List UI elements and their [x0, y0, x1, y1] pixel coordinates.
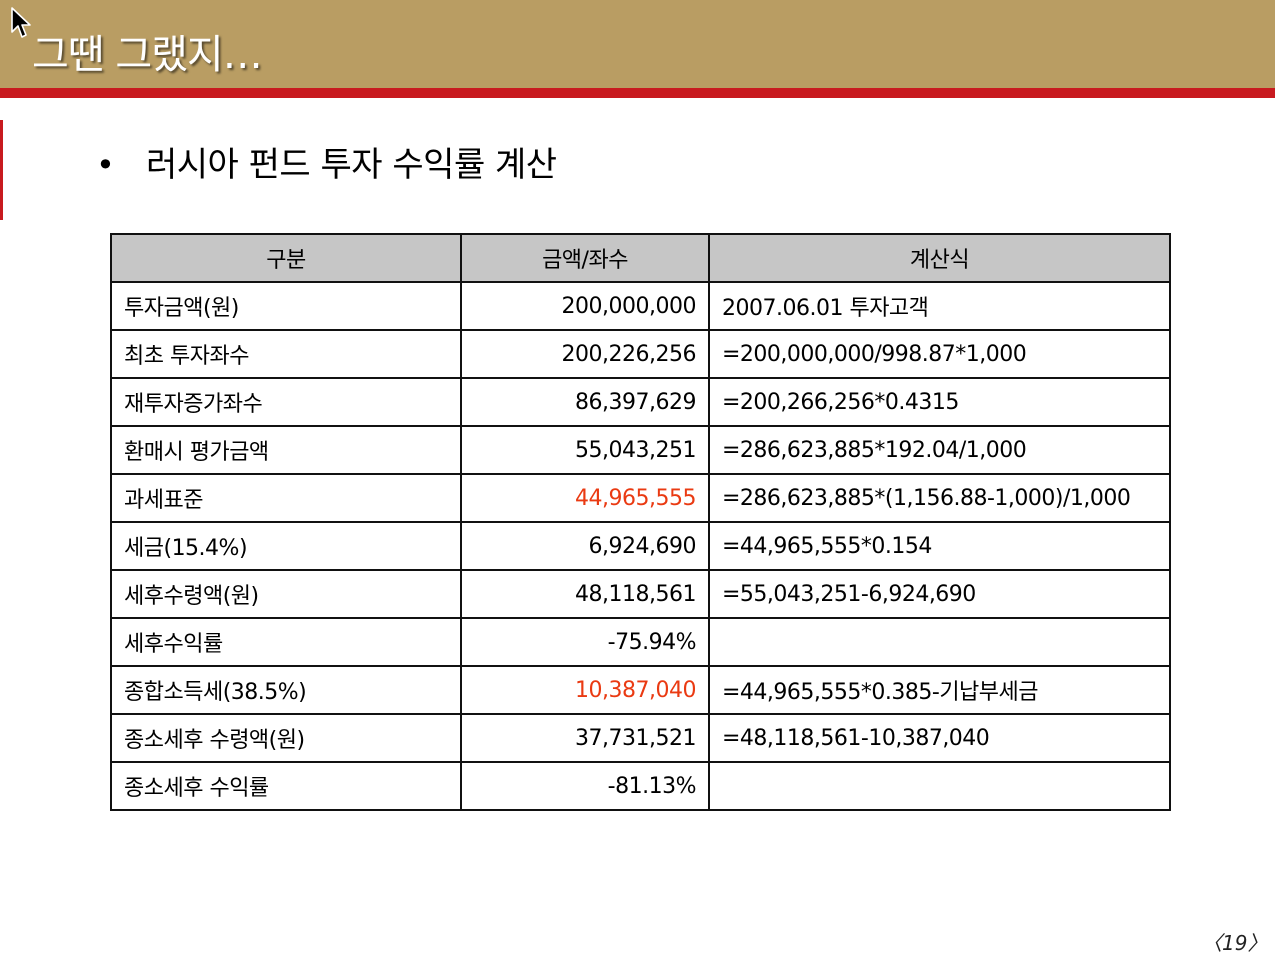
row-formula: =44,965,555*0.385-기납부세금 [708, 665, 1171, 715]
row-label: 투자금액(원) [110, 281, 462, 331]
row-label: 재투자증가좌수 [110, 377, 462, 427]
page-number: 〈19〉 [1202, 931, 1268, 955]
row-label: 환매시 평가금액 [110, 425, 462, 475]
column-header-formula: 계산식 [708, 233, 1171, 283]
row-amount-highlighted: 44,965,555 [460, 473, 710, 523]
table-row: 세후수익률 -75.94% [110, 617, 1171, 667]
header-red-stripe [0, 88, 1275, 98]
row-amount: -81.13% [460, 761, 710, 811]
slide-header-bar [0, 0, 1275, 88]
column-header-category: 구분 [110, 233, 462, 283]
row-amount: 200,000,000 [460, 281, 710, 331]
table-row: 종소세후 수익률 -81.13% [110, 761, 1171, 811]
column-header-amount: 금액/좌수 [460, 233, 710, 283]
table-header-row: 구분 금액/좌수 계산식 [110, 233, 1171, 283]
row-formula: =286,623,885*(1,156.88-1,000)/1,000 [708, 473, 1171, 523]
slide-title: 그땐 그랬지… [32, 32, 263, 78]
row-label: 세후수익률 [110, 617, 462, 667]
table-row: 종합소득세(38.5%) 10,387,040 =44,965,555*0.38… [110, 665, 1171, 715]
left-accent-line [0, 120, 3, 220]
row-amount: 37,731,521 [460, 713, 710, 763]
row-formula: =48,118,561-10,387,040 [708, 713, 1171, 763]
table-row: 최초 투자좌수 200,226,256 =200,000,000/998.87*… [110, 329, 1171, 379]
row-formula: =200,266,256*0.4315 [708, 377, 1171, 427]
fund-return-table: 구분 금액/좌수 계산식 투자금액(원) 200,000,000 2007.06… [110, 233, 1171, 811]
row-label: 최초 투자좌수 [110, 329, 462, 379]
row-formula: =55,043,251-6,924,690 [708, 569, 1171, 619]
row-amount: 6,924,690 [460, 521, 710, 571]
table-row: 세금(15.4%) 6,924,690 =44,965,555*0.154 [110, 521, 1171, 571]
row-label: 종소세후 수령액(원) [110, 713, 462, 763]
row-amount: 200,226,256 [460, 329, 710, 379]
row-label: 과세표준 [110, 473, 462, 523]
row-label: 종합소득세(38.5%) [110, 665, 462, 715]
row-label: 종소세후 수익률 [110, 761, 462, 811]
row-amount: 48,118,561 [460, 569, 710, 619]
table-row: 투자금액(원) 200,000,000 2007.06.01 투자고객 [110, 281, 1171, 331]
table-row: 재투자증가좌수 86,397,629 =200,266,256*0.4315 [110, 377, 1171, 427]
row-amount: -75.94% [460, 617, 710, 667]
row-amount-highlighted: 10,387,040 [460, 665, 710, 715]
mouse-pointer-icon [11, 7, 31, 38]
row-formula: =200,000,000/998.87*1,000 [708, 329, 1171, 379]
table-row: 환매시 평가금액 55,043,251 =286,623,885*192.04/… [110, 425, 1171, 475]
row-formula: 2007.06.01 투자고객 [708, 281, 1171, 331]
slide-subtitle: 러시아 펀드 투자 수익률 계산 [146, 145, 557, 185]
row-formula: =286,623,885*192.04/1,000 [708, 425, 1171, 475]
row-amount: 86,397,629 [460, 377, 710, 427]
row-label: 세후수령액(원) [110, 569, 462, 619]
row-amount: 55,043,251 [460, 425, 710, 475]
row-formula [708, 617, 1171, 667]
table-row: 과세표준 44,965,555 =286,623,885*(1,156.88-1… [110, 473, 1171, 523]
table-row: 종소세후 수령액(원) 37,731,521 =48,118,561-10,38… [110, 713, 1171, 763]
row-formula [708, 761, 1171, 811]
row-label: 세금(15.4%) [110, 521, 462, 571]
table-row: 세후수령액(원) 48,118,561 =55,043,251-6,924,69… [110, 569, 1171, 619]
row-formula: =44,965,555*0.154 [708, 521, 1171, 571]
bullet-point: • [96, 146, 115, 184]
